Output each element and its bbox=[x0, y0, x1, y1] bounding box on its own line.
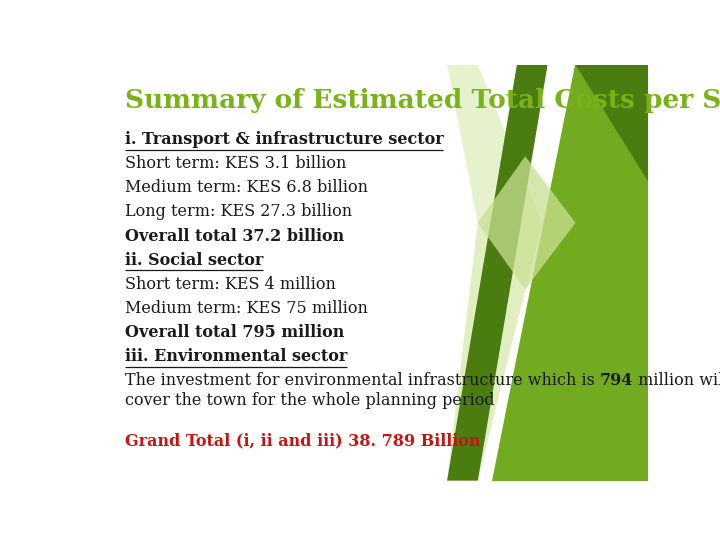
Text: Grand Total (i, ii and iii) 38. 789 Billion: Grand Total (i, ii and iii) 38. 789 Bill… bbox=[125, 433, 480, 450]
Polygon shape bbox=[447, 65, 547, 481]
Polygon shape bbox=[478, 156, 575, 289]
Text: ii. Social sector: ii. Social sector bbox=[125, 252, 263, 269]
Text: Summary of Estimated Total Costs per Sector: Summary of Estimated Total Costs per Sec… bbox=[125, 87, 720, 113]
Text: million will be able to: million will be able to bbox=[633, 372, 720, 389]
Text: Medium term: KES 75 million: Medium term: KES 75 million bbox=[125, 300, 367, 317]
Text: cover the town for the whole planning period: cover the town for the whole planning pe… bbox=[125, 392, 494, 409]
Text: 794: 794 bbox=[600, 372, 633, 389]
Text: Short term: KES 3.1 billion: Short term: KES 3.1 billion bbox=[125, 156, 346, 172]
Polygon shape bbox=[447, 223, 542, 481]
Text: i. Transport & infrastructure sector: i. Transport & infrastructure sector bbox=[125, 131, 444, 148]
Text: Long term: KES 27.3 billion: Long term: KES 27.3 billion bbox=[125, 204, 352, 220]
Text: Short term: KES 4 million: Short term: KES 4 million bbox=[125, 276, 336, 293]
Polygon shape bbox=[547, 65, 648, 181]
Text: Overall total 795 million: Overall total 795 million bbox=[125, 324, 344, 341]
Polygon shape bbox=[447, 65, 542, 223]
Text: iii. Environmental sector: iii. Environmental sector bbox=[125, 348, 347, 365]
Polygon shape bbox=[492, 65, 648, 481]
Text: Overall total 37.2 billion: Overall total 37.2 billion bbox=[125, 227, 344, 245]
Text: The investment for environmental infrastructure which is: The investment for environmental infrast… bbox=[125, 372, 600, 389]
Text: Medium term: KES 6.8 billion: Medium term: KES 6.8 billion bbox=[125, 179, 368, 197]
